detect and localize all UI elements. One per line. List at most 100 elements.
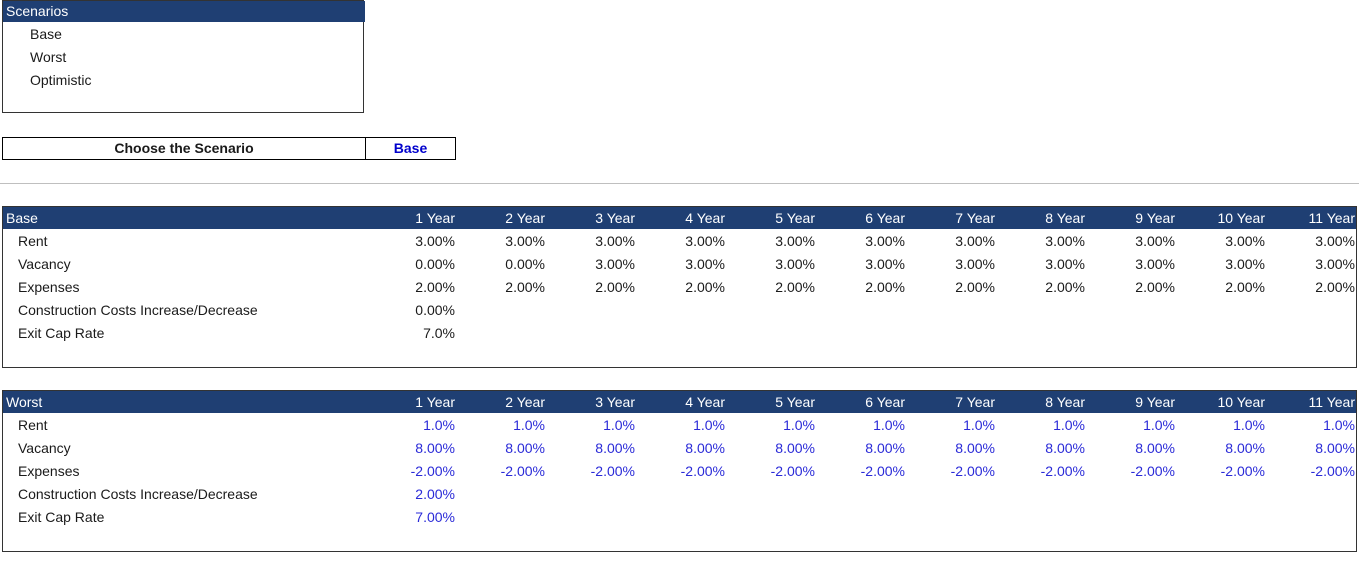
value-cell[interactable]: 3.00% — [1135, 256, 1175, 272]
year-header: 6 Year — [865, 210, 905, 226]
row-label: Rent — [18, 233, 48, 249]
value-cell[interactable]: 3.00% — [595, 256, 635, 272]
value-cell[interactable]: 7.0% — [423, 325, 455, 341]
value-cell[interactable]: 1.0% — [963, 417, 995, 433]
value-cell[interactable]: 1.0% — [1053, 417, 1085, 433]
year-header: 3 Year — [595, 210, 635, 226]
value-cell[interactable]: 8.00% — [1045, 440, 1085, 456]
value-cell[interactable]: 8.00% — [1135, 440, 1175, 456]
value-cell[interactable]: 2.00% — [1135, 279, 1175, 295]
value-cell[interactable]: 2.00% — [685, 279, 725, 295]
value-cell[interactable]: 3.00% — [1225, 233, 1265, 249]
value-cell[interactable]: -2.00% — [1040, 463, 1085, 479]
value-cell[interactable]: 2.00% — [1315, 279, 1355, 295]
year-header: 3 Year — [595, 394, 635, 410]
value-cell[interactable]: 3.00% — [865, 256, 905, 272]
value-cell[interactable]: 8.00% — [505, 440, 545, 456]
table-header: Worst 1 Year 2 Year 3 Year 4 Year 5 Year 6 Yea… — [3, 391, 1356, 413]
year-header: 4 Year — [685, 394, 725, 410]
value-cell[interactable]: 2.00% — [415, 486, 455, 502]
value-cell[interactable]: -2.00% — [500, 463, 545, 479]
value-cell[interactable]: 1.0% — [513, 417, 545, 433]
value-cell[interactable]: 3.00% — [775, 233, 815, 249]
value-cell[interactable]: -2.00% — [950, 463, 995, 479]
value-cell[interactable]: 8.00% — [1225, 440, 1265, 456]
value-cell[interactable]: 3.00% — [505, 233, 545, 249]
value-cell[interactable]: 1.0% — [1143, 417, 1175, 433]
section-divider — [0, 183, 1359, 184]
year-header: 5 Year — [775, 394, 815, 410]
scenarios-listbox[interactable]: Scenarios Base Worst Optimistic — [2, 0, 365, 113]
value-cell[interactable]: 2.00% — [865, 279, 905, 295]
scenario-option-base[interactable]: Base — [30, 26, 62, 42]
value-cell[interactable]: 8.00% — [775, 440, 815, 456]
value-cell[interactable]: 3.00% — [1045, 256, 1085, 272]
value-cell[interactable]: 1.0% — [1233, 417, 1265, 433]
value-cell[interactable]: 8.00% — [1315, 440, 1355, 456]
year-header: 2 Year — [505, 210, 545, 226]
year-header: 6 Year — [865, 394, 905, 410]
value-cell[interactable]: 2.00% — [595, 279, 635, 295]
value-cell[interactable]: 2.00% — [1045, 279, 1085, 295]
row-label: Vacancy — [18, 440, 71, 456]
year-header: 7 Year — [955, 394, 995, 410]
row-label: Vacancy — [18, 256, 71, 272]
row-label: Construction Costs Increase/Decrease — [18, 486, 258, 502]
value-cell[interactable]: 0.00% — [415, 256, 455, 272]
year-header: 7 Year — [955, 210, 995, 226]
value-cell[interactable]: -2.00% — [770, 463, 815, 479]
value-cell[interactable]: 0.00% — [505, 256, 545, 272]
year-header: 9 Year — [1135, 394, 1175, 410]
value-cell[interactable]: 3.00% — [685, 256, 725, 272]
value-cell[interactable]: 3.00% — [595, 233, 635, 249]
value-cell[interactable]: 8.00% — [415, 440, 455, 456]
year-header: 2 Year — [505, 394, 545, 410]
value-cell[interactable]: 8.00% — [685, 440, 725, 456]
value-cell[interactable]: 3.00% — [1225, 256, 1265, 272]
value-cell[interactable]: 3.00% — [955, 233, 995, 249]
value-cell[interactable]: 3.00% — [775, 256, 815, 272]
value-cell[interactable]: -2.00% — [680, 463, 725, 479]
value-cell[interactable]: 8.00% — [955, 440, 995, 456]
value-cell[interactable]: 3.00% — [415, 233, 455, 249]
value-cell[interactable]: 0.00% — [415, 302, 455, 318]
scenario-option-optimistic[interactable]: Optimistic — [30, 72, 92, 88]
value-cell[interactable]: 2.00% — [955, 279, 995, 295]
value-cell[interactable]: 1.0% — [693, 417, 725, 433]
value-cell[interactable]: 3.00% — [1315, 233, 1355, 249]
value-cell[interactable]: 2.00% — [1225, 279, 1265, 295]
value-cell[interactable]: 3.00% — [1045, 233, 1085, 249]
value-cell[interactable]: 1.0% — [423, 417, 455, 433]
value-cell[interactable]: 3.00% — [1135, 233, 1175, 249]
value-cell[interactable]: 3.00% — [1315, 256, 1355, 272]
value-cell[interactable]: 3.00% — [955, 256, 995, 272]
row-label: Exit Cap Rate — [18, 325, 105, 341]
value-cell[interactable]: 7.00% — [415, 509, 455, 525]
value-cell[interactable]: 1.0% — [783, 417, 815, 433]
value-cell[interactable]: 1.0% — [1323, 417, 1355, 433]
choose-scenario-dropdown[interactable]: Base — [365, 137, 456, 160]
value-cell[interactable]: -2.00% — [1220, 463, 1265, 479]
value-cell[interactable]: -2.00% — [1310, 463, 1355, 479]
value-cell[interactable]: 2.00% — [415, 279, 455, 295]
value-cell[interactable]: 3.00% — [685, 233, 725, 249]
row-label: Construction Costs Increase/Decrease — [18, 302, 258, 318]
value-cell[interactable]: -2.00% — [590, 463, 635, 479]
value-cell[interactable]: 1.0% — [603, 417, 635, 433]
value-cell[interactable]: -2.00% — [410, 463, 455, 479]
year-header: 8 Year — [1045, 394, 1085, 410]
value-cell[interactable]: -2.00% — [1130, 463, 1175, 479]
year-header: 11 Year — [1308, 394, 1355, 410]
row-label: Expenses — [18, 463, 80, 479]
value-cell[interactable]: 3.00% — [865, 233, 905, 249]
year-header: 9 Year — [1135, 210, 1175, 226]
value-cell[interactable]: 2.00% — [775, 279, 815, 295]
value-cell[interactable]: 1.0% — [873, 417, 905, 433]
value-cell[interactable]: 2.00% — [505, 279, 545, 295]
scenario-option-worst[interactable]: Worst — [30, 49, 67, 65]
value-cell[interactable]: -2.00% — [860, 463, 905, 479]
year-header: 5 Year — [775, 210, 815, 226]
table-title: Worst — [6, 394, 43, 410]
value-cell[interactable]: 8.00% — [865, 440, 905, 456]
value-cell[interactable]: 8.00% — [595, 440, 635, 456]
